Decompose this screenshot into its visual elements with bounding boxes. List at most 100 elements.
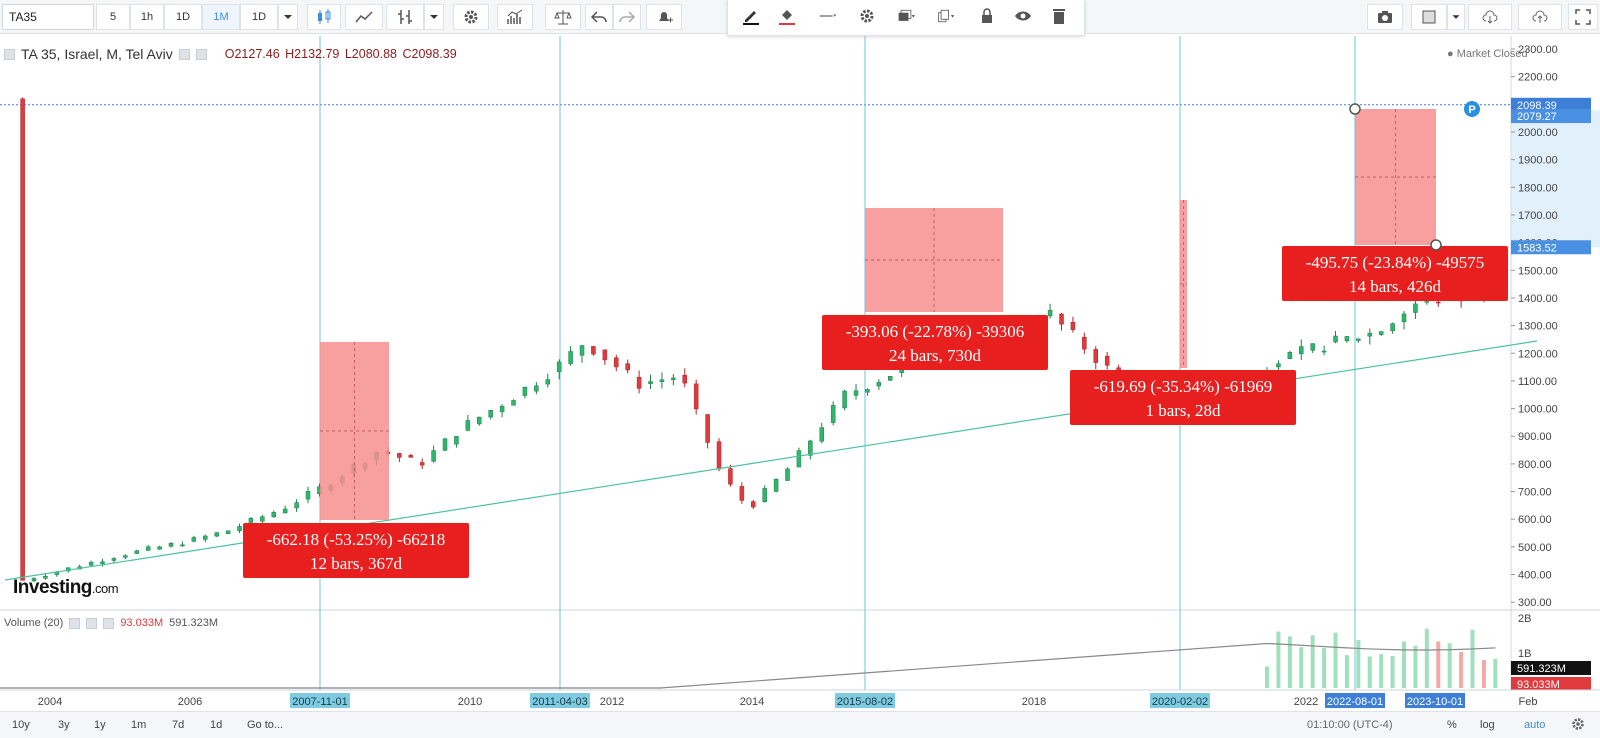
symbol-search-input[interactable]: TA35 [2, 4, 94, 30]
fullscreen-button[interactable] [1568, 4, 1598, 30]
volume-bar [1390, 655, 1395, 688]
candle-body [1299, 346, 1304, 355]
indicator-button[interactable] [386, 4, 424, 30]
measure-label-line1: -393.06 (-22.78%) -39306 [846, 322, 1024, 341]
candle-body [842, 390, 847, 409]
fill-color-button[interactable] [772, 3, 802, 29]
price-tick-label: 1200.00 [1518, 348, 1558, 360]
visibility-layers-button[interactable] [888, 3, 924, 29]
candles-button[interactable] [307, 4, 341, 30]
layers-icon [898, 9, 915, 21]
load-chart-button[interactable] [1468, 4, 1512, 30]
open-value: O2127.46 [224, 47, 280, 61]
candle-body [614, 357, 619, 368]
range-1d-button[interactable]: 1d [210, 719, 223, 731]
eye-icon[interactable] [178, 48, 190, 60]
volume-bar [1356, 640, 1361, 688]
save-chart-button[interactable] [1518, 4, 1562, 30]
undo-button[interactable] [585, 4, 613, 30]
high-marker-label: 2079.27 [1517, 111, 1557, 123]
measure-label-line2: 14 bars, 426d [1349, 277, 1442, 296]
range-1y-button[interactable]: 1y [94, 719, 106, 731]
volume-bar [1402, 641, 1407, 688]
gear-icon[interactable] [195, 48, 207, 60]
settings-button[interactable] [1570, 716, 1586, 735]
interval-1d-button[interactable]: 1D [164, 4, 202, 30]
measure-label-bg [243, 523, 469, 578]
time-axis-label: 2010 [458, 696, 482, 708]
measure-label-line2: 12 bars, 367d [310, 554, 403, 573]
candle-body [739, 486, 745, 501]
time-highlight-label: 2022-08-01 [1327, 696, 1383, 708]
range-10y-button[interactable]: 10y [12, 719, 30, 731]
time-axis: 200420062010201220141620182022Feb2007-11… [0, 689, 1600, 711]
interval-1h-button[interactable]: 1h [130, 4, 164, 30]
candle-body [865, 389, 870, 393]
close-icon[interactable] [103, 617, 115, 629]
time-axis-label: 2014 [740, 696, 764, 708]
range-1m-button[interactable]: 1m [131, 719, 147, 731]
cloud-download-icon [1482, 10, 1498, 24]
drawings-layer[interactable]: -662.18 (-53.25%) -66218 12 bars, 367d -39… [4, 101, 1538, 581]
price-tick-label: 1500.00 [1518, 265, 1558, 277]
eye-icon[interactable] [69, 617, 81, 629]
delete-button[interactable] [1044, 3, 1074, 29]
high-marker-label-bg [1511, 109, 1591, 124]
balance-icon [554, 10, 572, 25]
compare-button[interactable] [345, 4, 383, 30]
candle-body [876, 382, 882, 387]
layout-button[interactable] [1411, 4, 1447, 30]
candle-body [693, 383, 699, 410]
settings-button[interactable] [453, 4, 489, 30]
auto-toggle[interactable]: auto [1524, 719, 1546, 731]
interval-1m-button[interactable]: 1M [202, 4, 240, 30]
percent-toggle[interactable]: % [1447, 719, 1457, 731]
indicator-dropdown-button[interactable] [424, 4, 444, 30]
studies-button[interactable] [497, 4, 533, 30]
line-style-button[interactable] [808, 3, 848, 29]
volume-ma-label: 591.323M [1517, 663, 1566, 675]
volume-bar [1424, 628, 1429, 688]
candle-body [134, 550, 140, 554]
candle-body [682, 374, 688, 384]
range-3y-button[interactable]: 3y [58, 719, 70, 731]
scale-button[interactable] [545, 4, 581, 30]
interval-5-button[interactable]: 5 [96, 4, 130, 30]
gear-icon [1572, 718, 1584, 730]
volume-bar [1276, 631, 1281, 688]
candle-body [180, 544, 185, 547]
layout-dropdown-button[interactable] [1447, 4, 1465, 30]
price-tick-label: 2200.00 [1518, 72, 1558, 84]
time-highlight-bg [530, 693, 590, 708]
line-color-button[interactable] [736, 3, 766, 29]
chart-legend: TA 35, Israel, M, Tel Aviv O2127.46 H213… [4, 46, 457, 62]
chart-canvas[interactable]: 2300.002200.002100.002000.001900.001800.… [0, 35, 1600, 711]
collapse-icon[interactable] [4, 48, 15, 60]
candle-body [260, 516, 265, 522]
close-value: C2098.39 [402, 47, 457, 61]
interval-custom-button[interactable]: 1D [240, 4, 278, 30]
drawing-settings-button[interactable] [852, 3, 882, 29]
investing-logo: Investing.com [13, 577, 119, 598]
goto-button[interactable]: Go to... [247, 719, 284, 731]
log-toggle[interactable]: log [1480, 719, 1495, 731]
interval-dropdown-button[interactable] [278, 4, 298, 30]
gear-icon[interactable] [86, 617, 98, 629]
price-tick-label: 1300.00 [1518, 321, 1558, 333]
range-7d-button[interactable]: 7d [172, 719, 185, 731]
candle-body [1104, 355, 1110, 366]
candle-body [819, 427, 825, 442]
lock-button[interactable] [972, 3, 1002, 29]
price-tick-label: 1900.00 [1518, 155, 1558, 167]
volume-axis-label: 1B [1518, 648, 1531, 660]
bell-plus-icon [659, 12, 673, 23]
measure-label-bg [1282, 246, 1508, 301]
undo-icon [590, 11, 607, 23]
price-tick-label: 800.00 [1518, 459, 1552, 471]
hide-button[interactable] [1008, 3, 1038, 29]
redo-button[interactable] [613, 4, 641, 30]
alert-button[interactable] [646, 4, 682, 30]
clone-button[interactable] [928, 3, 964, 29]
snapshot-button[interactable] [1367, 4, 1403, 30]
volume-bar [1493, 658, 1498, 688]
